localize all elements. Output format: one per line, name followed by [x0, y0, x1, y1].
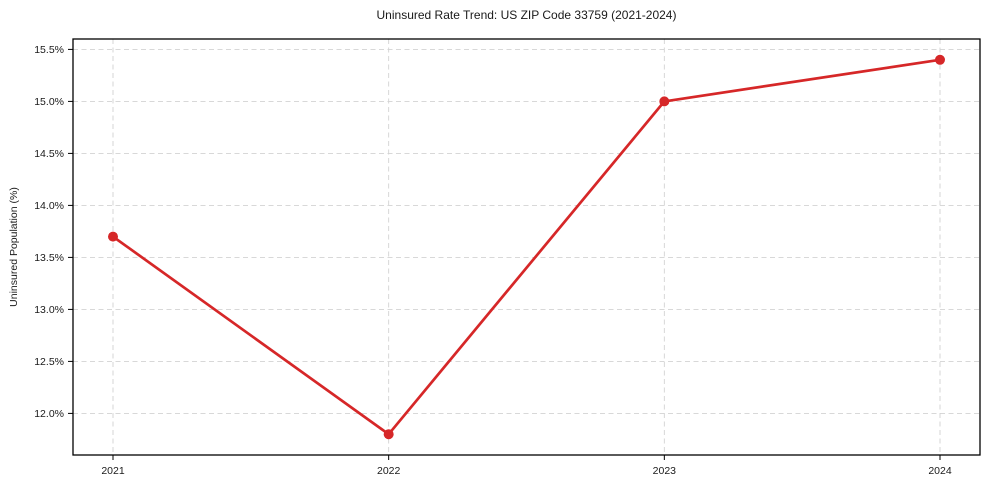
y-tick-label: 12.5% [34, 356, 64, 368]
data-point-marker [659, 96, 670, 107]
chart-title: Uninsured Rate Trend: US ZIP Code 33759 … [376, 8, 677, 22]
x-tick-label: 2021 [101, 465, 125, 477]
y-tick-label: 14.5% [34, 148, 64, 160]
data-point-marker [383, 429, 394, 440]
plot-frame [72, 38, 981, 456]
data-point-marker [935, 54, 945, 65]
data-point-marker [108, 231, 118, 242]
y-tick-label: 15.5% [34, 44, 64, 56]
x-tick-label: 2022 [377, 465, 401, 477]
trend-line [111, 58, 942, 436]
x-tick-label: 2024 [928, 465, 952, 477]
y-tick-label: 14.0% [34, 200, 64, 212]
x-tick-label: 2023 [653, 465, 677, 477]
y-tick-label: 15.0% [34, 96, 64, 108]
y-tick-label: 13.0% [34, 304, 64, 316]
y-tick-label: 13.5% [34, 252, 64, 264]
y-tick-label: 12.0% [34, 408, 64, 420]
